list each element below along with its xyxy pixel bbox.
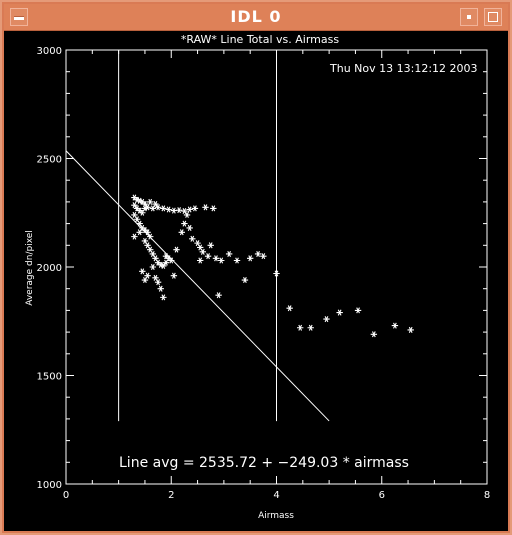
data-point-asterisk: [189, 235, 196, 242]
x-axis-label: Airmass: [258, 511, 294, 521]
data-point-asterisk: [307, 324, 314, 331]
data-point-asterisk: [196, 244, 204, 251]
data-point-asterisk: [186, 206, 193, 213]
data-points: [131, 194, 414, 338]
data-point-asterisk: [168, 257, 175, 264]
data-point-asterisk: [165, 206, 172, 213]
data-point-asterisk: [152, 255, 159, 262]
minimize-button[interactable]: [460, 8, 478, 26]
fit-line: [65, 150, 330, 422]
y-tick-label: 2500: [37, 155, 62, 166]
data-point-asterisk: [207, 242, 214, 249]
title-bar[interactable]: IDL 0: [4, 4, 508, 31]
x-tick-label: 6: [379, 490, 385, 501]
plot-canvas: 0 2 4 6 8 1000 1500 2000 2500 3000 *RAW* Line Tot…: [4, 31, 508, 531]
x-tick-label: 0: [63, 490, 69, 501]
data-point-asterisk: [131, 211, 138, 218]
y-tick-label: 1500: [37, 372, 62, 383]
data-point-asterisk: [323, 316, 330, 323]
window-menu-button[interactable]: [10, 8, 28, 26]
data-point-asterisk: [336, 309, 343, 316]
data-point-asterisk: [154, 204, 162, 211]
minimize-icon: [467, 15, 471, 19]
data-point-asterisk: [136, 229, 143, 236]
data-point-asterisk: [286, 305, 293, 312]
data-point-asterisk: [157, 285, 164, 292]
data-point-asterisk: [212, 255, 220, 262]
data-point-asterisk: [141, 237, 149, 244]
data-point-asterisk: [354, 307, 362, 314]
data-point-asterisk: [183, 211, 191, 218]
x-tick-label: 2: [168, 490, 174, 501]
data-point-asterisk: [144, 204, 151, 211]
y-tick-label: 1000: [37, 480, 62, 491]
y-axis-label: Average dn/pixel: [25, 230, 35, 306]
data-point-asterisk: [260, 253, 267, 260]
data-point-asterisk: [391, 322, 399, 329]
data-point-asterisk: [241, 277, 249, 284]
window-title: IDL 0: [230, 7, 282, 26]
data-point-asterisk: [170, 272, 178, 279]
data-point-asterisk: [154, 279, 162, 286]
data-point-asterisk: [199, 248, 207, 255]
data-point-asterisk: [147, 198, 154, 205]
data-point-asterisk: [215, 292, 222, 299]
data-point-asterisk: [204, 253, 212, 260]
data-point-asterisk: [131, 233, 138, 240]
tick-labels: 0 2 4 6 8 1000 1500 2000 2500 3000: [37, 46, 491, 501]
data-point-asterisk: [147, 233, 154, 240]
data-point-asterisk: [407, 326, 414, 333]
data-point-asterisk: [149, 250, 157, 257]
data-point-asterisk: [186, 224, 193, 231]
y-tick-label: 3000: [37, 46, 62, 57]
data-point-asterisk: [181, 220, 188, 227]
data-point-asterisk: [152, 274, 159, 281]
data-point-asterisk: [296, 324, 304, 331]
x-tick-label: 8: [484, 490, 490, 501]
maximize-button[interactable]: [484, 8, 502, 26]
data-point-asterisk: [246, 255, 254, 262]
data-point-asterisk: [370, 331, 378, 338]
data-point-asterisk: [225, 250, 233, 257]
data-point-asterisk: [194, 240, 201, 247]
data-point-asterisk: [196, 257, 204, 264]
data-point-asterisk: [160, 262, 167, 269]
data-point-asterisk: [173, 246, 180, 253]
data-point-asterisk: [273, 270, 280, 277]
data-point-asterisk: [162, 259, 170, 266]
data-point-asterisk: [218, 257, 225, 264]
reference-lines: [118, 50, 277, 422]
data-point-asterisk: [131, 202, 138, 209]
data-point-asterisk: [160, 205, 167, 212]
data-point-asterisk: [254, 250, 262, 257]
data-point-asterisk: [149, 263, 157, 271]
data-point-asterisk: [139, 268, 146, 275]
maximize-icon: [488, 12, 498, 22]
fit-line-group: [65, 150, 330, 422]
data-point-asterisk: [178, 229, 185, 236]
menu-bar-icon: [14, 16, 24, 20]
data-point-asterisk: [202, 204, 209, 211]
data-point-asterisk: [175, 207, 183, 214]
data-point-asterisk: [191, 205, 199, 212]
data-point-asterisk: [141, 277, 149, 284]
y-tick-label: 2000: [37, 263, 62, 274]
data-point-asterisk: [144, 242, 151, 249]
scatter-plot: 0 2 4 6 8 1000 1500 2000 2500 3000 *RAW* Line Tot…: [25, 33, 491, 521]
data-point-asterisk: [147, 246, 154, 253]
fit-equation-label: Line avg = 2535.72 + −249.03 * airmass: [119, 455, 409, 471]
data-point-asterisk: [149, 205, 157, 212]
x-tick-label: 4: [273, 490, 279, 501]
data-point-asterisk: [136, 220, 143, 227]
data-point-asterisk: [210, 205, 217, 212]
data-point-asterisk: [181, 207, 188, 215]
chart-title: *RAW* Line Total vs. Airmass: [181, 33, 339, 46]
data-point-asterisk: [160, 294, 167, 301]
data-point-asterisk: [144, 272, 151, 279]
timestamp-label: Thu Nov 13 13:12:12 2003: [329, 62, 478, 75]
data-point-asterisk: [233, 257, 241, 264]
